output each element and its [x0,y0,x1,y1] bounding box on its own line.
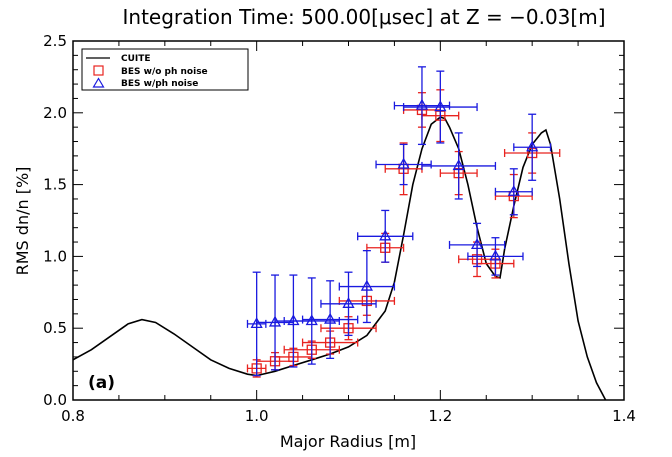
y-tick-label: 2.0 [43,104,67,122]
bes-w-ph-noise-point [283,277,340,365]
bes-w-ph-noise-marker [452,159,465,171]
x-tick-label: 1.4 [612,407,636,425]
bes-w-ph-noise-point [494,168,533,216]
bes-w-ph-noise-point [421,132,497,200]
y-tick-label: 0.0 [43,391,67,409]
bes-w-ph-noise-marker [360,279,373,291]
bes-w-ph-noise-marker [415,98,429,110]
bes-w-ph-noise-marker [287,314,300,326]
legend-label-cuite: CUITE [121,54,151,64]
bes-w-ph-noise-marker [342,296,355,308]
y-tick-label: 0.5 [43,319,67,337]
y-axis-label: RMS dn/n [%] [13,167,32,276]
legend-swatch-triangle [92,77,105,88]
bes-w-ph-noise-marker [379,229,392,241]
legend: CUITE BES w/o ph noise BES w/ph noise [81,48,249,91]
bes-w-ph-noise-marker [489,249,502,261]
bes-w-ph-noise-point [393,66,451,146]
x-tick-label: 1.2 [428,407,452,425]
legend-label-bes-wo: BES w/o ph noise [121,67,208,77]
y-tick-label: 1.0 [43,247,67,265]
y-tick-label: 1.5 [43,176,67,194]
bes-w-ph-noise-marker [324,312,337,324]
panel-label: (a) [88,373,115,393]
bes-w-ph-noise-point [467,237,524,276]
plot-area [73,66,607,400]
legend-label-bes-w: BES w/ph noise [121,79,198,89]
x-tick-label: 0.8 [61,407,85,425]
axis-ticks: 0.8 1.0 1.2 1.4 0.0 0.5 1.0 1.5 2.0 2.5 [43,32,636,425]
y-tick-label: 2.5 [43,32,67,50]
x-axis-label: Major Radius [m] [280,432,416,451]
bes-w-ph-noise-point [375,143,432,186]
x-tick-label: 1.0 [245,407,269,425]
bes-w-ph-noise-marker [397,157,410,169]
legend-swatch-square [93,65,104,76]
bes-w-ph-noise-point [513,113,552,181]
bes-w-ph-noise-marker [434,100,447,112]
series-cuite-line [73,116,607,400]
bes-w-ph-noise-point [402,70,478,144]
bes-w-ph-noise-marker [526,140,539,152]
chart-title: Integration Time: 500.00[μsec] at Z = −0… [123,5,606,29]
bes-w-ph-noise-marker [470,238,484,250]
bes-w-ph-noise-marker [507,184,520,196]
legend-box [81,48,249,91]
bes-w-ph-noise-point [338,250,396,324]
bes-w-ph-noise-point [357,209,414,263]
